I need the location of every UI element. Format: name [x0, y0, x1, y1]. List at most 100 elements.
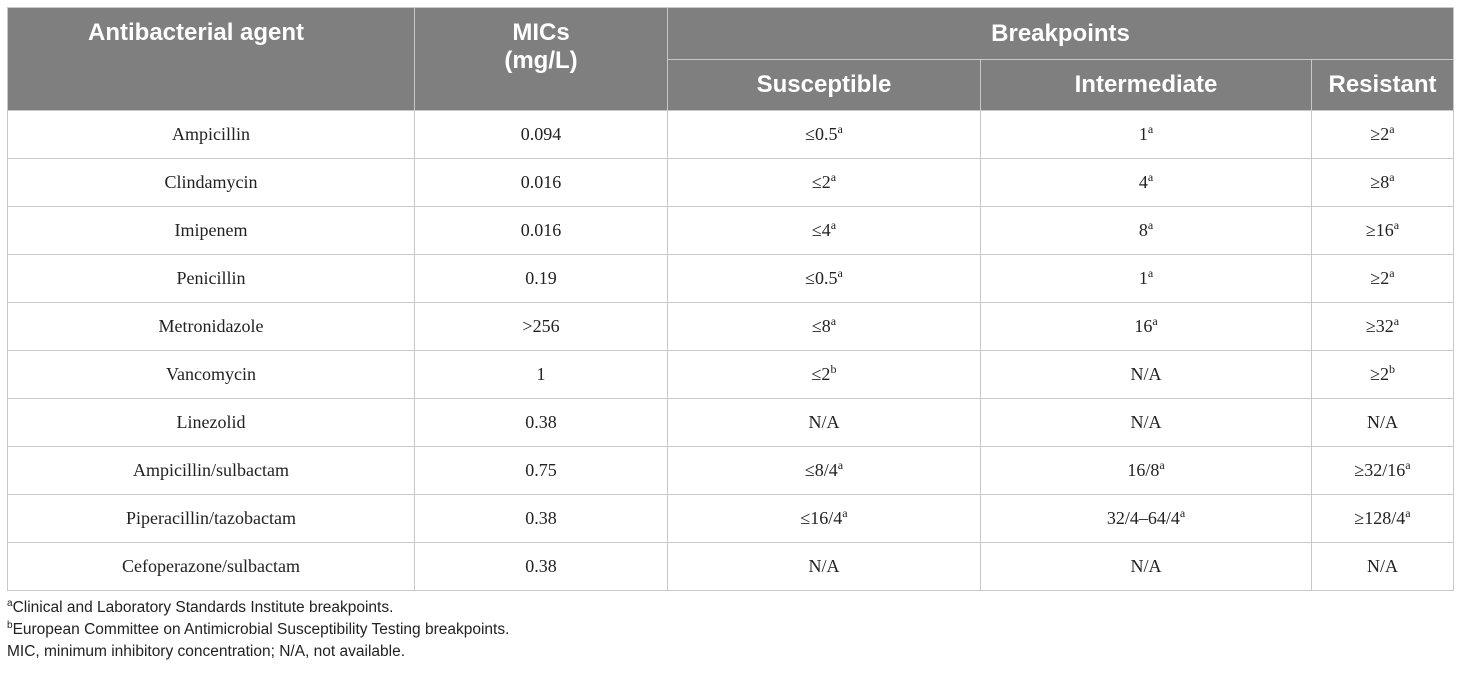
- breakpoints-table: Antibacterial agent MICs (mg/L) Breakpoi…: [7, 7, 1455, 591]
- footnote-marker: a: [1389, 266, 1395, 280]
- cell-mic-value: 0.19: [525, 268, 557, 288]
- cell-resistant: ≥8a: [1310, 158, 1455, 207]
- cell-intermediate: 1a: [980, 110, 1312, 159]
- cell-agent: Vancomycin: [7, 350, 415, 399]
- cell-intermediate-value: 1: [1138, 268, 1148, 288]
- cell-mic: 0.38: [414, 398, 668, 447]
- cell-susceptible: ≤8a: [667, 302, 981, 351]
- cell-mic: 0.016: [414, 206, 668, 255]
- cell-susceptible-value: ≤0.5: [805, 124, 838, 144]
- cell-mic: 1: [414, 350, 668, 399]
- footnote-b-mark: b: [7, 619, 13, 631]
- cell-intermediate-value: 8: [1138, 220, 1148, 240]
- footnote-marker: a: [1389, 170, 1395, 184]
- cell-agent-value: Linezolid: [176, 412, 246, 432]
- cell-intermediate-value: 1: [1138, 124, 1148, 144]
- footnote-marker: a: [1147, 218, 1154, 232]
- footnote-a-mark: a: [7, 597, 13, 609]
- footnote-marker: a: [1393, 218, 1400, 232]
- cell-agent: Imipenem: [7, 206, 415, 255]
- cell-mic: 0.38: [414, 494, 668, 543]
- cell-agent-value: Imipenem: [174, 220, 248, 240]
- table-body: Ampicillin 0.094 ≤0.5a 1a ≥2a Clindamycin 0.01…: [7, 110, 1455, 591]
- cell-susceptible-value: ≤0.5: [805, 268, 838, 288]
- cell-resistant: ≥128/4a: [1310, 494, 1455, 543]
- table-footnotes: aClinical and Laboratory Standards Insti…: [7, 597, 1453, 663]
- cell-susceptible: N/A: [667, 398, 981, 447]
- cell-intermediate: 16/8a: [980, 446, 1312, 495]
- footnote-marker: a: [1159, 458, 1165, 472]
- cell-mic-value: 0.38: [525, 508, 557, 528]
- footnote-marker: a: [837, 458, 844, 472]
- cell-resistant-value: ≥8: [1370, 172, 1390, 192]
- cell-resistant-value: ≥128/4: [1354, 508, 1406, 528]
- cell-susceptible-value: ≤2: [811, 364, 831, 384]
- footnote-marker: a: [837, 122, 843, 136]
- cell-resistant-value: ≥32/16: [1354, 460, 1406, 480]
- header-mics-line1: MICs: [512, 19, 570, 46]
- cell-resistant-value: N/A: [1367, 412, 1398, 432]
- cell-agent-value: Penicillin: [176, 268, 246, 288]
- cell-susceptible: ≤16/4a: [667, 494, 981, 543]
- table-row: Cefoperazone/sulbactam 0.38 N/A N/A N/A: [7, 542, 1455, 591]
- header-mics-line2: (mg/L): [504, 47, 578, 74]
- table-row: Ampicillin/sulbactam 0.75 ≤8/4a 16/8a ≥32/16…: [7, 446, 1455, 495]
- cell-susceptible: ≤2a: [667, 158, 981, 207]
- cell-resistant: ≥2b: [1310, 350, 1455, 399]
- cell-resistant: ≥32a: [1310, 302, 1455, 351]
- table-row: Imipenem 0.016 ≤4a 8a ≥16a: [7, 206, 1455, 255]
- cell-resistant-value: ≥2: [1370, 124, 1390, 144]
- cell-mic: 0.016: [414, 158, 668, 207]
- cell-agent: Linezolid: [7, 398, 415, 447]
- footnote-marker: a: [1389, 122, 1395, 136]
- cell-intermediate: 8a: [980, 206, 1312, 255]
- table-row: Linezolid 0.38 N/A N/A N/A: [7, 398, 1455, 447]
- cell-intermediate-value: N/A: [1130, 556, 1162, 576]
- footnote-marker: a: [1147, 170, 1154, 184]
- table-row: Metronidazole >256 ≤8a 16a ≥32a: [7, 302, 1455, 351]
- cell-agent-value: Metronidazole: [158, 316, 264, 336]
- footnote-marker: b: [830, 362, 837, 376]
- cell-mic: 0.094: [414, 110, 668, 159]
- cell-susceptible-value: ≤8: [811, 316, 831, 336]
- cell-resistant: N/A: [1310, 398, 1455, 447]
- cell-agent: Piperacillin/tazobactam: [7, 494, 415, 543]
- table-row: Clindamycin 0.016 ≤2a 4a ≥8a: [7, 158, 1455, 207]
- cell-intermediate-value: N/A: [1130, 412, 1162, 432]
- cell-intermediate: 4a: [980, 158, 1312, 207]
- cell-susceptible: ≤0.5a: [667, 110, 981, 159]
- cell-mic-value: 0.016: [520, 220, 562, 240]
- footnote-a: aClinical and Laboratory Standards Insti…: [7, 597, 1453, 619]
- table-row: Piperacillin/tazobactam 0.38 ≤16/4a 32/4–64…: [7, 494, 1455, 543]
- cell-intermediate-value: N/A: [1130, 364, 1162, 384]
- header-agent: Antibacterial agent: [7, 7, 415, 111]
- table-row: Penicillin 0.19 ≤0.5a 1a ≥2a: [7, 254, 1455, 303]
- cell-mic-value: 0.016: [520, 172, 562, 192]
- cell-mic: 0.75: [414, 446, 668, 495]
- cell-agent-value: Ampicillin: [172, 124, 250, 144]
- cell-susceptible: ≤4a: [667, 206, 981, 255]
- cell-susceptible: ≤0.5a: [667, 254, 981, 303]
- cell-susceptible-value: ≤8/4: [804, 460, 838, 480]
- cell-intermediate: 16a: [980, 302, 1312, 351]
- cell-resistant: ≥32/16a: [1310, 446, 1455, 495]
- footnote-a-text: Clinical and Laboratory Standards Instit…: [12, 599, 394, 616]
- cell-agent-value: Vancomycin: [166, 364, 256, 384]
- footnote-marker: a: [1405, 506, 1411, 520]
- cell-susceptible: ≤8/4a: [667, 446, 981, 495]
- cell-agent: Metronidazole: [7, 302, 415, 351]
- cell-intermediate-value: 16/8: [1127, 460, 1160, 480]
- cell-resistant-value: ≥16: [1365, 220, 1394, 240]
- cell-mic: 0.38: [414, 542, 668, 591]
- footnote-marker: a: [830, 170, 837, 184]
- cell-agent-value: Cefoperazone/sulbactam: [122, 556, 300, 576]
- cell-mic-value: 0.38: [525, 556, 557, 576]
- table-row: Vancomycin 1 ≤2b N/A ≥2b: [7, 350, 1455, 399]
- cell-susceptible: ≤2b: [667, 350, 981, 399]
- cell-intermediate: N/A: [980, 350, 1312, 399]
- cell-mic: 0.19: [414, 254, 668, 303]
- footnote-marker: a: [1393, 314, 1400, 328]
- cell-resistant-value: ≥2: [1370, 364, 1389, 384]
- header-resistant: Resistant: [1310, 59, 1455, 111]
- cell-mic-value: 0.094: [520, 124, 562, 144]
